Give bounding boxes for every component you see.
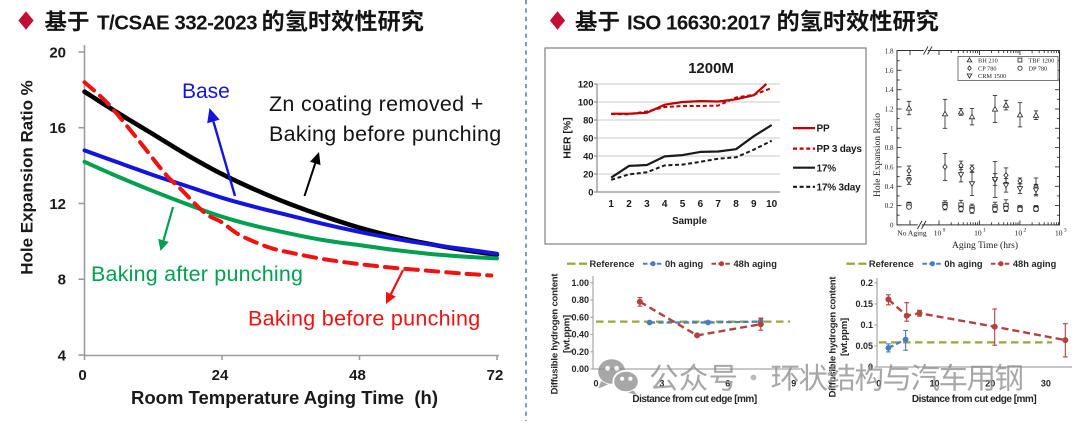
svg-text:8: 8 <box>58 272 66 289</box>
svg-text:1: 1 <box>608 199 614 210</box>
svg-text:9: 9 <box>751 199 757 210</box>
svg-text:3: 3 <box>659 379 664 389</box>
svg-text:CP 780: CP 780 <box>978 65 997 72</box>
svg-text:0.05: 0.05 <box>855 341 873 351</box>
svg-text:Diffusible hydrogen content: Diffusible hydrogen content <box>828 276 839 398</box>
svg-text:[wt.ppm]: [wt.ppm] <box>839 318 850 356</box>
svg-text:DP 780: DP 780 <box>1029 65 1048 72</box>
svg-text:0.2: 0.2 <box>860 278 873 288</box>
svg-text:T/CSAE 332-2023: T/CSAE 332-2023 <box>97 12 257 35</box>
svg-text:Base: Base <box>182 80 230 103</box>
svg-text:16: 16 <box>49 120 66 137</box>
svg-text:Hole Expansion Ratio %: Hole Expansion Ratio % <box>18 80 37 275</box>
svg-text:0: 0 <box>890 221 894 229</box>
svg-text:8: 8 <box>733 199 739 210</box>
svg-text:100: 100 <box>578 96 594 107</box>
svg-text:10: 10 <box>1015 229 1023 238</box>
svg-text:0.8: 0.8 <box>885 144 894 152</box>
svg-text:10: 10 <box>1055 229 1063 238</box>
svg-text:0h aging: 0h aging <box>665 259 704 269</box>
svg-text:Zn coating removed +: Zn coating removed + <box>269 92 484 116</box>
svg-text:40: 40 <box>583 150 593 161</box>
svg-text:20: 20 <box>49 44 66 61</box>
svg-text:6: 6 <box>698 199 704 210</box>
svg-text:48h aging: 48h aging <box>1013 259 1057 269</box>
svg-text:3: 3 <box>1064 228 1067 234</box>
svg-text:Baking before punching: Baking before punching <box>248 307 481 331</box>
svg-text:10: 10 <box>766 199 778 210</box>
svg-text:PP 3 days: PP 3 days <box>817 144 863 155</box>
svg-text:9: 9 <box>791 379 796 389</box>
svg-text:48: 48 <box>349 367 366 384</box>
svg-text:2: 2 <box>626 199 632 210</box>
svg-text:0.2: 0.2 <box>885 202 894 210</box>
svg-text:1.6: 1.6 <box>885 67 894 75</box>
svg-text:3: 3 <box>644 199 650 210</box>
svg-text:Baking before punching: Baking before punching <box>269 122 502 146</box>
svg-text:Hole Expansion Ratio: Hole Expansion Ratio <box>873 113 883 197</box>
svg-text:BH 210: BH 210 <box>978 57 998 64</box>
svg-text:Room Temperature Aging Time (: Room Temperature Aging Time (h) <box>131 387 438 408</box>
svg-text:0.40: 0.40 <box>571 330 589 340</box>
svg-text:2: 2 <box>1024 228 1027 234</box>
svg-text:1.4: 1.4 <box>885 86 894 94</box>
svg-text:0: 0 <box>588 186 593 197</box>
svg-text:20: 20 <box>985 379 995 389</box>
svg-text:TBF 1200: TBF 1200 <box>1029 57 1055 64</box>
svg-text:0h aging: 0h aging <box>944 259 983 269</box>
svg-text:HER [%]: HER [%] <box>562 117 574 158</box>
svg-text:120: 120 <box>578 78 594 89</box>
svg-text:Reference: Reference <box>590 259 635 269</box>
svg-text:Sample: Sample <box>672 216 707 227</box>
svg-text:48h aging: 48h aging <box>734 259 778 269</box>
svg-text:1.2: 1.2 <box>885 105 894 113</box>
svg-text:5: 5 <box>680 199 686 210</box>
svg-text:ISO 16630:2017: ISO 16630:2017 <box>627 12 771 35</box>
svg-text:80: 80 <box>583 114 593 125</box>
svg-text:0: 0 <box>593 379 598 389</box>
svg-text:0.1: 0.1 <box>860 320 873 330</box>
svg-text:Distance from cut edge [mm]: Distance from cut edge [mm] <box>912 394 1036 405</box>
svg-text:1200M: 1200M <box>688 60 734 77</box>
svg-text:6: 6 <box>725 379 730 389</box>
svg-text:30: 30 <box>1041 379 1051 389</box>
svg-text:0.80: 0.80 <box>571 295 589 305</box>
svg-text:Baking after punching: Baking after punching <box>91 262 303 286</box>
svg-text:17% 3day: 17% 3day <box>817 182 862 193</box>
svg-text:Aging Time (hrs): Aging Time (hrs) <box>952 240 1018 251</box>
svg-text:20: 20 <box>583 168 593 179</box>
svg-text:No Aging: No Aging <box>897 229 927 238</box>
svg-text:24: 24 <box>212 367 229 384</box>
svg-text:72: 72 <box>487 367 504 384</box>
svg-text:4: 4 <box>662 199 668 210</box>
svg-text:0.4: 0.4 <box>885 183 894 191</box>
svg-text:10: 10 <box>934 229 942 238</box>
svg-text:7: 7 <box>715 199 721 210</box>
svg-text:12: 12 <box>49 196 66 213</box>
svg-text:0.20: 0.20 <box>571 347 589 357</box>
svg-text:PP: PP <box>817 124 830 135</box>
svg-text:0.00: 0.00 <box>571 364 589 374</box>
svg-text:Diffusible hydrogen content: Diffusible hydrogen content <box>550 273 561 395</box>
svg-text:Reference: Reference <box>869 259 914 269</box>
svg-text:17%: 17% <box>817 163 837 174</box>
svg-text:1: 1 <box>983 228 986 234</box>
svg-text:4: 4 <box>58 348 67 365</box>
svg-text:0: 0 <box>943 228 946 234</box>
svg-text:0.6: 0.6 <box>885 163 894 171</box>
svg-text:1.00: 1.00 <box>571 278 589 288</box>
svg-text:10: 10 <box>974 229 982 238</box>
svg-text:0.60: 0.60 <box>571 312 589 322</box>
svg-text:1: 1 <box>890 125 894 133</box>
svg-text:0: 0 <box>78 367 86 384</box>
svg-text:CRM 1500: CRM 1500 <box>978 73 1006 80</box>
svg-text:Distance from cut edge [mm]: Distance from cut edge [mm] <box>632 394 756 405</box>
svg-text:60: 60 <box>583 132 593 143</box>
svg-text:1.8: 1.8 <box>885 48 894 56</box>
svg-text:[wt.ppm]: [wt.ppm] <box>562 315 573 353</box>
svg-text:0.15: 0.15 <box>855 299 873 309</box>
svg-text:0: 0 <box>876 379 881 389</box>
